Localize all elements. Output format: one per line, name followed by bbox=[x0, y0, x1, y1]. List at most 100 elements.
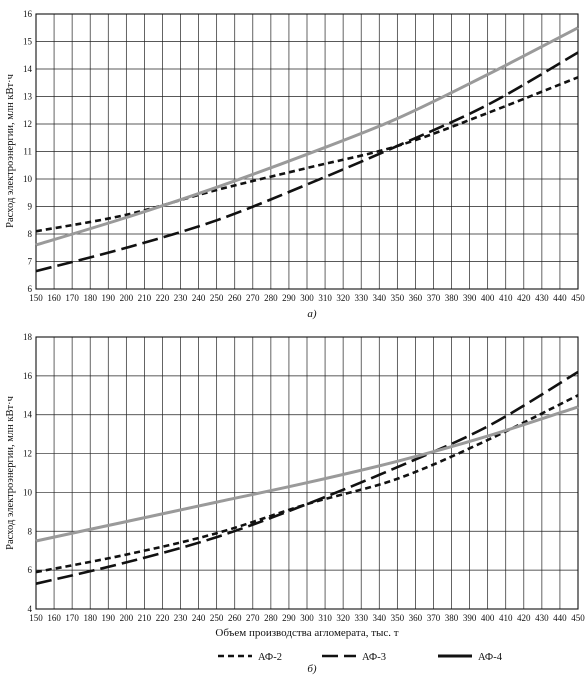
chart-panel-1: 150 160 170 180 190 200 210 220 230 240 250 260 270 2… bbox=[5, 9, 585, 320]
x-tick-label: 150 bbox=[29, 293, 43, 303]
x-tick-label: 200 bbox=[120, 613, 134, 623]
x-tick-label: 360 bbox=[409, 293, 423, 303]
x-tick-label: 370 bbox=[427, 613, 441, 623]
legend-label-аф-4: АФ-4 bbox=[478, 652, 503, 663]
x-tick-label: 400 bbox=[481, 613, 495, 623]
legend-label-аф-3: АФ-3 bbox=[362, 652, 386, 663]
series-line-аф-2 bbox=[35, 76, 579, 233]
legend-label-аф-2: АФ-2 bbox=[258, 652, 282, 663]
x-tick-label: 440 bbox=[553, 613, 567, 623]
x-tick-label: 290 bbox=[282, 613, 296, 623]
x-tick-label: 250 bbox=[210, 293, 224, 303]
x-tick-label: 220 bbox=[156, 613, 170, 623]
y-tick-label: 6 bbox=[28, 284, 33, 294]
y-tick-label: 8 bbox=[28, 229, 33, 239]
x-tick-label: 450 bbox=[571, 613, 585, 623]
x-tick-label: 180 bbox=[83, 613, 97, 623]
y-tick-label: 12 bbox=[23, 449, 32, 459]
x-tick-label: 220 bbox=[156, 293, 170, 303]
plot-frame bbox=[35, 13, 579, 290]
x-tick-label: 240 bbox=[192, 613, 206, 623]
x-tick-label: 160 bbox=[47, 613, 61, 623]
series-line-аф-2 bbox=[35, 394, 579, 574]
x-tick-label: 270 bbox=[246, 293, 260, 303]
x-tick-label: 260 bbox=[228, 613, 242, 623]
series-line-аф-3 bbox=[35, 370, 579, 585]
x-tick-label: 230 bbox=[174, 613, 188, 623]
x-tick-label: 450 bbox=[571, 293, 585, 303]
x-tick-label: 170 bbox=[65, 613, 79, 623]
y-tick-label: 7 bbox=[28, 257, 33, 267]
x-tick-label: 310 bbox=[318, 293, 332, 303]
x-tick-label: 330 bbox=[354, 613, 368, 623]
x-tick-label: 260 bbox=[228, 293, 242, 303]
x-tick-label: 300 bbox=[300, 613, 314, 623]
panel-label: б) bbox=[307, 663, 317, 675]
y-tick-label: 8 bbox=[28, 526, 33, 536]
x-tick-label: 280 bbox=[264, 293, 278, 303]
y-tick-label: 13 bbox=[23, 92, 33, 102]
legend: АФ-2 АФ-3 АФ-4 bbox=[218, 652, 503, 663]
x-tick-label: 380 bbox=[445, 613, 459, 623]
y-axis-label: Расход электроэнергии, млн кВт·ч bbox=[5, 395, 16, 549]
x-tick-label: 330 bbox=[354, 293, 368, 303]
y-tick-label: 14 bbox=[23, 410, 33, 420]
x-tick-label: 270 bbox=[246, 613, 260, 623]
series-line-аф-4 bbox=[35, 26, 579, 247]
x-tick-label: 430 bbox=[535, 613, 549, 623]
plot-frame bbox=[35, 336, 579, 610]
x-tick-label: 170 bbox=[65, 293, 79, 303]
x-tick-label: 290 bbox=[282, 293, 296, 303]
x-tick-label: 350 bbox=[391, 293, 405, 303]
series-line-аф-4 bbox=[35, 405, 579, 543]
y-tick-label: 6 bbox=[28, 565, 33, 575]
series-line-аф-3 bbox=[35, 51, 579, 273]
y-tick-label: 12 bbox=[23, 119, 32, 129]
x-tick-label: 350 bbox=[391, 613, 405, 623]
x-tick-label: 340 bbox=[373, 613, 387, 623]
x-tick-label: 180 bbox=[83, 293, 97, 303]
y-tick-label: 9 bbox=[28, 202, 33, 212]
y-tick-label: 18 bbox=[23, 332, 33, 342]
x-tick-label: 300 bbox=[300, 293, 314, 303]
x-tick-label: 280 bbox=[264, 613, 278, 623]
x-tick-label: 320 bbox=[336, 293, 350, 303]
x-tick-label: 210 bbox=[138, 293, 152, 303]
x-tick-label: 360 bbox=[409, 613, 423, 623]
y-tick-label: 16 bbox=[23, 371, 33, 381]
y-tick-label: 11 bbox=[23, 147, 32, 157]
x-tick-label: 230 bbox=[174, 293, 188, 303]
x-tick-label: 210 bbox=[138, 613, 152, 623]
x-tick-label: 190 bbox=[102, 613, 116, 623]
x-tick-label: 240 bbox=[192, 293, 206, 303]
y-axis-label: Расход электроэнергии, млн кВт·ч bbox=[5, 73, 16, 227]
y-tick-label: 10 bbox=[23, 487, 33, 497]
x-tick-label: 370 bbox=[427, 293, 441, 303]
y-tick-label: 16 bbox=[23, 9, 33, 19]
x-tick-label: 410 bbox=[499, 613, 513, 623]
x-tick-label: 430 bbox=[535, 293, 549, 303]
x-tick-label: 250 bbox=[210, 613, 224, 623]
x-tick-label: 410 bbox=[499, 293, 513, 303]
x-tick-label: 160 bbox=[47, 293, 61, 303]
y-tick-label: 10 bbox=[23, 174, 33, 184]
x-tick-label: 390 bbox=[463, 613, 477, 623]
x-tick-label: 340 bbox=[373, 293, 387, 303]
y-tick-label: 4 bbox=[28, 604, 33, 614]
x-tick-label: 190 bbox=[102, 293, 116, 303]
x-tick-label: 390 bbox=[463, 293, 477, 303]
panel-label: а) bbox=[307, 308, 317, 320]
x-tick-label: 420 bbox=[517, 293, 531, 303]
x-tick-label: 440 bbox=[553, 293, 567, 303]
x-axis-label: Объем производства агломерата, тыс. т bbox=[215, 627, 398, 639]
x-tick-label: 320 bbox=[336, 613, 350, 623]
x-tick-label: 380 bbox=[445, 293, 459, 303]
x-tick-label: 420 bbox=[517, 613, 531, 623]
y-tick-label: 15 bbox=[23, 37, 33, 47]
x-tick-label: 150 bbox=[29, 613, 43, 623]
x-tick-label: 310 bbox=[318, 613, 332, 623]
chart-panel-2: 150 160 170 180 190 200 210 220 230 240 250 260 270 2… bbox=[5, 332, 585, 675]
x-tick-label: 200 bbox=[120, 293, 134, 303]
x-tick-label: 400 bbox=[481, 293, 495, 303]
